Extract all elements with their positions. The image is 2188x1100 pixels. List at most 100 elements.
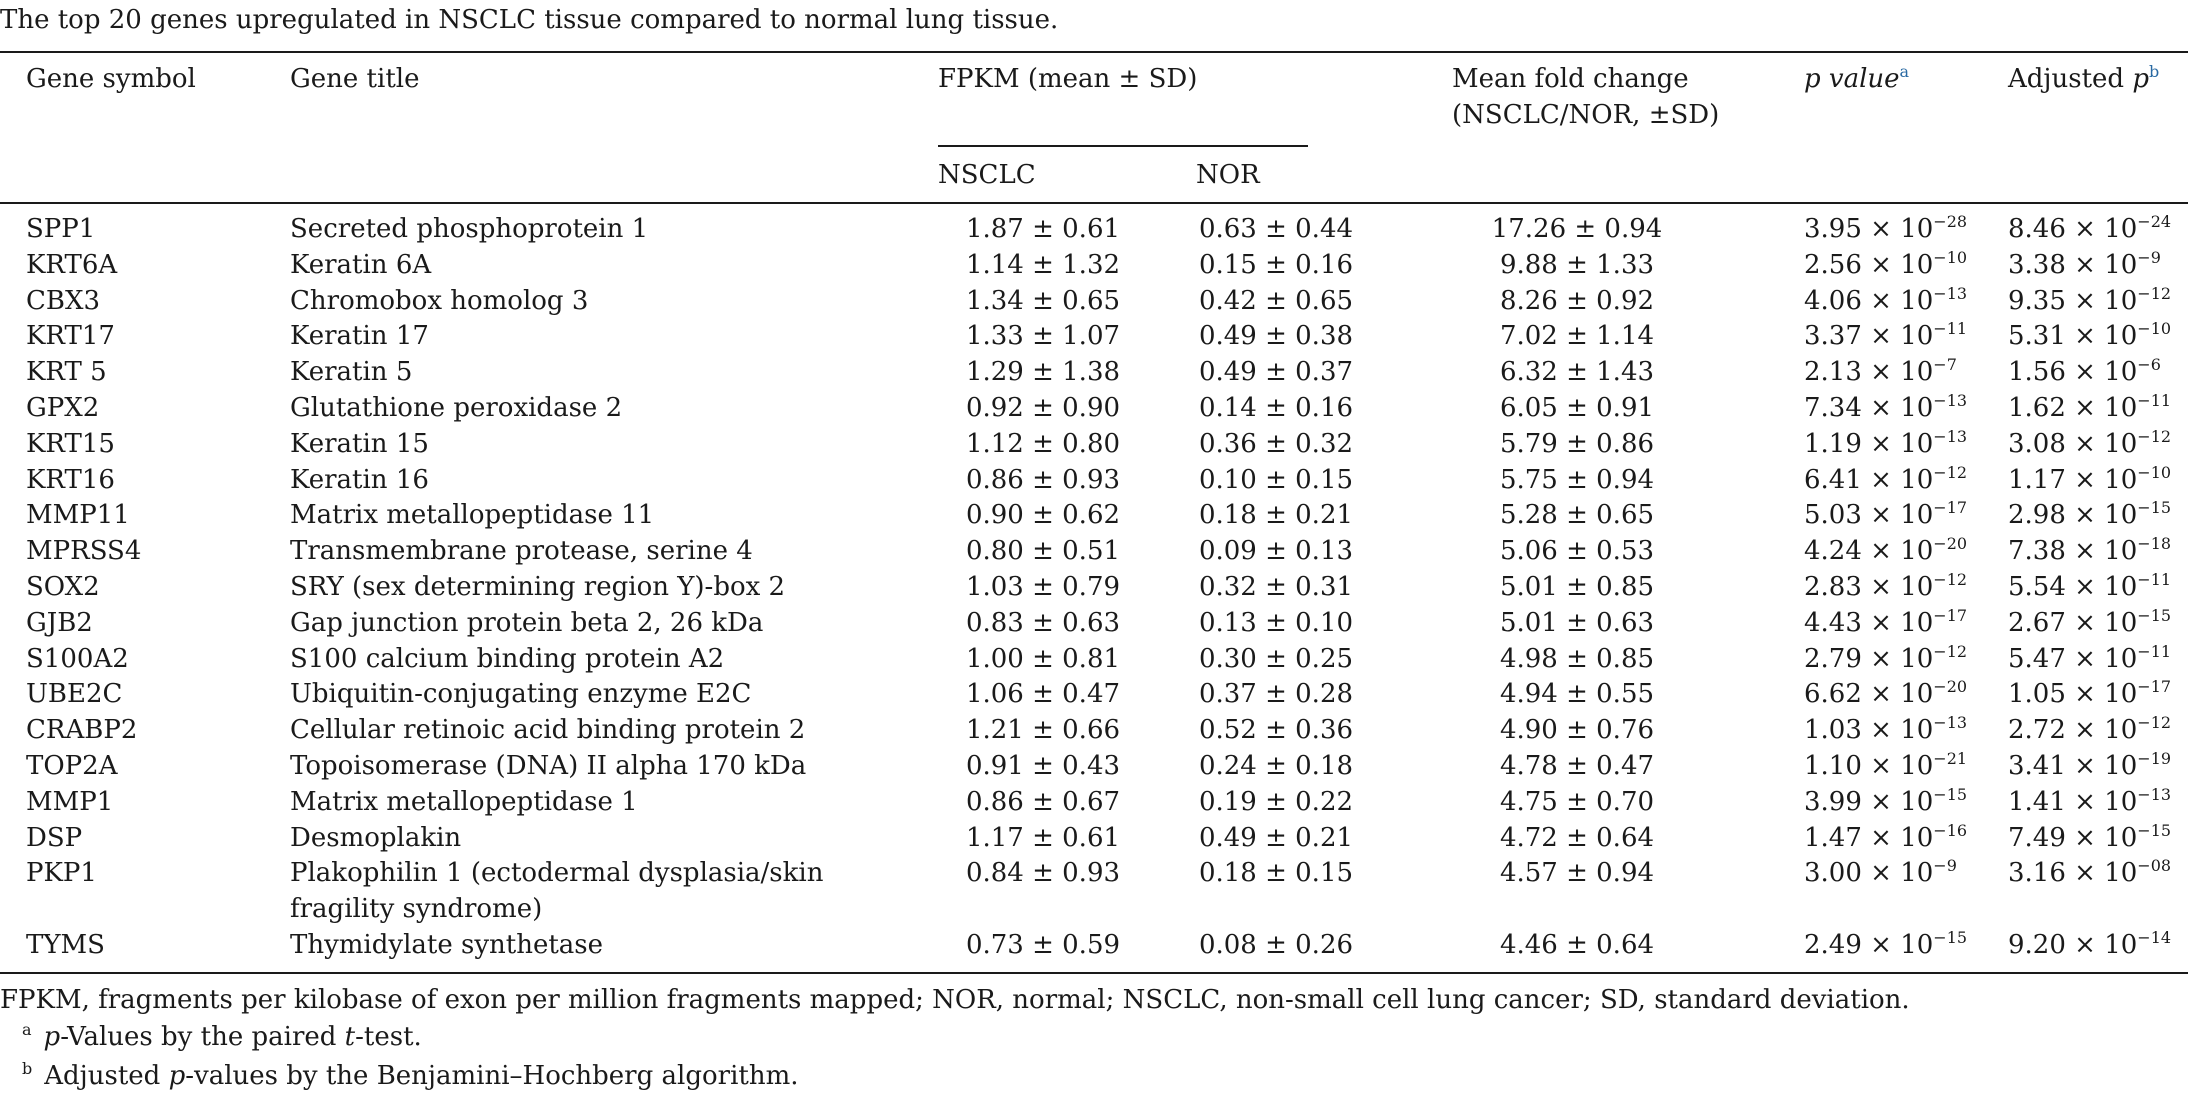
adjusted-p-cell-base: 3.38 × 10 [2008,249,2138,280]
adjusted-p-cell-base: 5.31 × 10 [2008,321,2138,352]
nsclc-fpkm-cell: 0.91 ± 0.43 [965,750,1121,781]
adjusted-p-cell-base: 9.35 × 10 [2008,285,2138,316]
p-value-cell: 2.49 × 10−15 [1804,928,1967,964]
gene-symbol-cell: KRT6A [26,249,118,280]
p-value-cell: 5.03 × 10−17 [1804,498,1967,534]
table-row: PKP1 Plakophilin 1 (ectodermal dysplasia/… [0,856,2188,928]
header-adjusted-p: Adjusted pb [2008,61,2159,97]
p-value-cell-base: 1.19 × 10 [1804,428,1934,459]
adjusted-p-cell-exponent: −6 [2137,355,2161,375]
p-value-cell-exponent: −17 [1933,605,1968,625]
footnote-a-mark: a [22,1020,32,1039]
fold-change-cell: 5.28 ± 0.65 [1499,500,1655,531]
fold-change-cell: 4.57 ± 0.94 [1499,858,1655,889]
fold-change-cell: 6.05 ± 0.91 [1499,392,1655,423]
adjusted-p-cell-base: 3.41 × 10 [2008,750,2138,781]
nsclc-fpkm-cell: 0.86 ± 0.93 [965,464,1121,495]
p-value-cell-exponent: −13 [1933,713,1968,733]
p-value-cell: 1.47 × 10−16 [1804,821,1967,857]
nsclc-fpkm-cell: 1.33 ± 1.07 [965,321,1121,352]
p-value-cell-base: 6.62 × 10 [1804,679,1934,710]
p-value-cell-base: 1.10 × 10 [1804,750,1934,781]
gene-symbol-cell: MPRSS4 [26,536,142,567]
nor-fpkm-cell: 0.49 ± 0.37 [1198,357,1354,388]
nsclc-fpkm-cell: 1.00 ± 0.81 [965,643,1121,674]
adjusted-p-cell-base: 1.41 × 10 [2008,786,2138,817]
p-value-cell-base: 3.99 × 10 [1804,786,1934,817]
p-value-cell-base: 4.06 × 10 [1804,285,1934,316]
adjusted-p-cell-exponent: −17 [2137,677,2172,697]
adjusted-p-cell: 1.17 × 10−10 [2008,463,2171,499]
footnote-b-link[interactable]: b [2148,62,2160,81]
p-value-cell-exponent: −10 [1933,247,1968,267]
adjusted-p-cell-base: 2.67 × 10 [2008,607,2138,638]
p-value-cell-base: 1.47 × 10 [1804,822,1934,853]
gene-title-cell: Matrix metallopeptidase 11 [290,500,655,531]
adjusted-p-cell-exponent: −18 [2137,534,2172,554]
adjusted-p-cell-base: 1.17 × 10 [2008,464,2138,495]
fold-change-cell: 5.01 ± 0.63 [1499,607,1655,638]
nsclc-fpkm-cell: 0.90 ± 0.62 [965,500,1121,531]
footnote-a-link[interactable]: a [1899,62,1910,81]
fold-change-cell: 5.75 ± 0.94 [1499,464,1655,495]
table-row: KRT6A Keratin 6A 1.14 ± 1.32 0.15 ± 0.16 9.8… [0,248,2188,284]
p-value-cell-exponent: −12 [1933,462,1968,482]
adjusted-p-cell-base: 5.47 × 10 [2008,643,2138,674]
gene-symbol-cell: MMP1 [26,786,114,817]
p-value-cell-base: 1.03 × 10 [1804,715,1934,746]
p-value-cell-base: 7.34 × 10 [1804,392,1934,423]
p-value-cell-base: 2.79 × 10 [1804,643,1934,674]
p-value-cell-base: 2.49 × 10 [1804,929,1934,960]
gene-title-cell: Keratin 6A [290,249,432,280]
fpkm-subrule [938,145,1308,147]
p-value-cell-exponent: −13 [1933,390,1968,410]
gene-title-cell: Cellular retinoic acid binding protein 2 [290,715,806,746]
header-adjusted-text: Adjusted [2008,64,2133,94]
nsclc-fpkm-cell: 0.73 ± 0.59 [965,929,1121,960]
adjusted-p-cell-exponent: −08 [2137,856,2172,876]
gene-title-cell: Gap junction protein beta 2, 26 kDa [290,607,764,638]
nor-fpkm-cell: 0.18 ± 0.15 [1198,858,1354,889]
footnote-b-p: p [168,1061,186,1091]
footnote-abbreviations: FPKM, fragments per kilobase of exon per… [0,985,1910,1015]
gene-symbol-cell: S100A2 [26,643,129,674]
adjusted-p-cell-exponent: −19 [2137,748,2172,768]
table-row: CRABP2 Cellular retinoic acid binding pro… [0,713,2188,749]
adjusted-p-cell-exponent: −11 [2137,641,2172,661]
p-value-cell: 6.62 × 10−20 [1804,677,1967,713]
gene-title-cell: Desmoplakin [290,822,462,853]
nor-fpkm-cell: 0.52 ± 0.36 [1198,715,1354,746]
table-footnotes: FPKM, fragments per kilobase of exon per… [0,982,1910,1097]
gene-symbol-cell: PKP1 [26,858,97,889]
table-row: KRT15 Keratin 15 1.12 ± 0.80 0.36 ± 0.32 5.7… [0,427,2188,463]
nsclc-fpkm-cell: 1.21 ± 0.66 [965,715,1121,746]
p-value-cell: 3.00 × 10−9 [1804,856,1957,892]
adjusted-p-cell: 3.08 × 10−12 [2008,427,2171,463]
header-p-value: p valuea [1804,61,1909,97]
fold-change-cell: 4.72 ± 0.64 [1499,822,1655,853]
nor-fpkm-cell: 0.36 ± 0.32 [1198,428,1354,459]
adjusted-p-cell-exponent: −13 [2137,784,2172,804]
table-row: KRT 5 Keratin 5 1.29 ± 1.38 0.49 ± 0.37 6.32… [0,355,2188,391]
nor-fpkm-cell: 0.63 ± 0.44 [1198,214,1354,244]
adjusted-p-cell-exponent: −15 [2137,498,2172,518]
p-value-cell: 2.79 × 10−12 [1804,642,1967,678]
nor-fpkm-cell: 0.15 ± 0.16 [1198,249,1354,280]
gene-title-cell: Secreted phosphoprotein 1 [290,214,649,244]
p-value-cell: 2.13 × 10−7 [1804,355,1957,391]
p-value-cell-exponent: −16 [1933,820,1968,840]
table-row: CBX3 Chromobox homolog 3 1.34 ± 0.65 0.42 ±… [0,284,2188,320]
adjusted-p-cell: 2.67 × 10−15 [2008,606,2171,642]
p-value-cell: 1.03 × 10−13 [1804,713,1967,749]
p-value-cell: 4.06 × 10−13 [1804,284,1967,320]
p-value-cell-base: 4.43 × 10 [1804,607,1934,638]
gene-title-cell: Keratin 16 [290,464,429,495]
adjusted-p-cell-exponent: −10 [2137,319,2172,339]
gene-symbol-cell: SPP1 [26,214,96,244]
table-row: GJB2 Gap junction protein beta 2, 26 kDa 0… [0,606,2188,642]
table-row: S100A2 S100 calcium binding protein A2 1.0… [0,642,2188,678]
adjusted-p-cell: 5.31 × 10−10 [2008,319,2171,355]
gene-title-cell: Glutathione peroxidase 2 [290,392,623,423]
gene-title-cell: Plakophilin 1 (ectodermal dysplasia/skin… [290,858,824,925]
adjusted-p-cell-exponent: −12 [2137,713,2172,733]
